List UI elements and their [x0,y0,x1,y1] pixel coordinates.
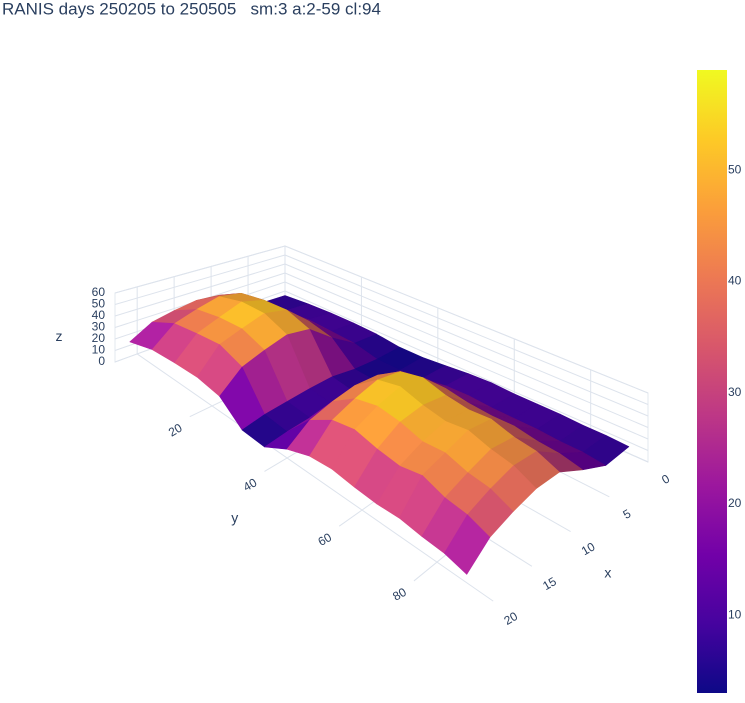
x-tick-label: 20 [502,609,521,628]
chart-title: RANIS days 250205 to 250505 sm:3 a:2-59 … [2,0,381,18]
z-tick-label: 20 [92,331,106,345]
z-axis-title: z [56,328,63,344]
x-axis-title: x [604,565,611,581]
colorbar-tick-label: 50 [728,162,742,176]
grid-line [114,254,286,305]
grid-line [284,263,649,417]
grid-line [284,290,649,451]
surface-patch [443,514,491,575]
x-tick-label: 15 [540,574,559,593]
grid-line [114,245,286,294]
grid-line [136,353,494,602]
colorbar-tick-label: 40 [728,274,742,288]
grid-line [284,245,649,394]
y-tick-label: 60 [316,530,335,549]
y-tick-label: 20 [166,420,185,439]
grid-line [114,263,286,317]
colorbar-tick-label: 20 [728,496,742,510]
z-tick-label: 50 [92,297,106,311]
z-tick-label: 40 [92,308,106,322]
y-tick-label: 40 [241,475,260,494]
x-tick-label: 5 [620,506,633,522]
z-tick-label: 60 [92,285,106,299]
z-tick-label: 0 [98,354,105,368]
colorbar [697,70,727,693]
z-tick-label: 30 [92,320,106,334]
z-tick-label: 10 [92,343,106,357]
grid-line [284,254,649,405]
surface [129,292,630,575]
x-tick-label: 0 [659,471,672,487]
grid-line [284,281,649,440]
colorbar-tick-label: 30 [728,385,742,399]
colorbar-tick-label: 10 [728,607,742,621]
grid-line [284,272,649,428]
x-tick-label: 10 [579,539,598,558]
y-axis-title: y [231,510,238,526]
y-tick-label: 80 [390,585,409,604]
